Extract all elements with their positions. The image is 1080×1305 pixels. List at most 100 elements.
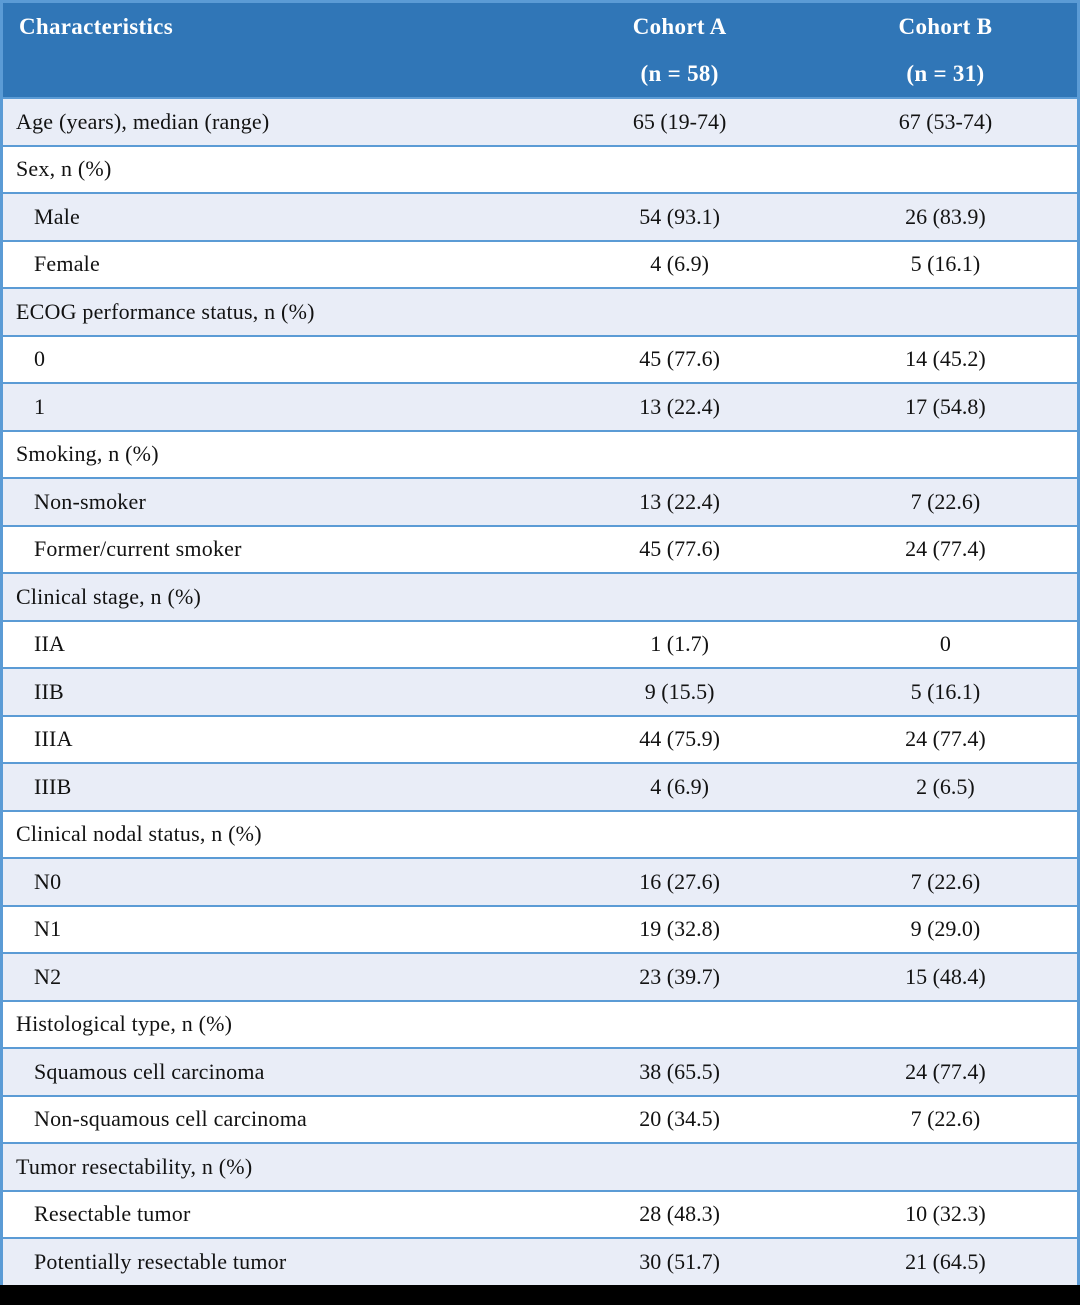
table-row: Age (years), median (range) 65 (19-74) 6… [3, 97, 1077, 145]
cohort-b-value [813, 1142, 1077, 1190]
table-row: IIB 9 (15.5) 5 (16.1) [3, 667, 1077, 715]
cohort-b-value [813, 287, 1077, 335]
row-label: Age (years), median (range) [3, 97, 546, 145]
cohort-a-value [545, 572, 814, 620]
row-label: Female [3, 239, 546, 287]
table-row: Non-squamous cell carcinoma 20 (34.5) 7 … [3, 1094, 1077, 1142]
cohort-b-value [813, 999, 1077, 1047]
header-cohort-a: Cohort A (n = 58) [545, 3, 814, 97]
cohort-a-value: 23 (39.7) [545, 952, 814, 1000]
cohort-b-count: (n = 31) [906, 60, 985, 86]
cohort-a-value: 4 (6.9) [545, 239, 814, 287]
cohort-a-value [545, 429, 814, 477]
table-row: N2 23 (39.7) 15 (48.4) [3, 952, 1077, 1000]
cohort-a-value: 9 (15.5) [545, 667, 814, 715]
row-label: Male [3, 192, 546, 240]
table-row-group: Sex, n (%) [3, 144, 1077, 192]
table-row: Former/current smoker 45 (77.6) 24 (77.4… [3, 524, 1077, 572]
cohort-b-value: 5 (16.1) [813, 239, 1077, 287]
row-label: IIIA [3, 714, 546, 762]
header-cohort-b: Cohort B (n = 31) [813, 3, 1077, 97]
bottom-black-bar [0, 1285, 1080, 1305]
row-label: Squamous cell carcinoma [3, 1047, 546, 1095]
row-label: 1 [3, 382, 546, 430]
cohort-a-value: 1 (1.7) [545, 619, 814, 667]
table-row-group: ECOG performance status, n (%) [3, 287, 1077, 335]
cohort-b-value [813, 572, 1077, 620]
cohort-a-value: 44 (75.9) [545, 714, 814, 762]
row-label: Clinical nodal status, n (%) [3, 809, 546, 857]
row-label: Smoking, n (%) [3, 429, 546, 477]
row-label: N0 [3, 857, 546, 905]
cohort-b-value: 14 (45.2) [813, 334, 1077, 382]
header-row: Characteristics Cohort A (n = 58) Cohort… [3, 3, 1077, 97]
row-label: Sex, n (%) [3, 144, 546, 192]
row-label: Clinical stage, n (%) [3, 572, 546, 620]
cohort-b-value: 9 (29.0) [813, 904, 1077, 952]
row-label: IIB [3, 667, 546, 715]
cohort-a-value: 54 (93.1) [545, 192, 814, 240]
table-row: Resectable tumor 28 (48.3) 10 (32.3) [3, 1189, 1077, 1237]
cohort-a-value: 16 (27.6) [545, 857, 814, 905]
table-row: Squamous cell carcinoma 38 (65.5) 24 (77… [3, 1047, 1077, 1095]
header-characteristics-label: Characteristics [19, 13, 173, 39]
table-row: 1 13 (22.4) 17 (54.8) [3, 382, 1077, 430]
cohort-a-value: 13 (22.4) [545, 382, 814, 430]
cohort-b-value: 7 (22.6) [813, 857, 1077, 905]
table-row: IIIA 44 (75.9) 24 (77.4) [3, 714, 1077, 762]
row-label: IIA [3, 619, 546, 667]
cohort-a-value [545, 287, 814, 335]
table-row-group: Smoking, n (%) [3, 429, 1077, 477]
cohort-a-value: 4 (6.9) [545, 762, 814, 810]
cohort-b-value [813, 144, 1077, 192]
row-label: Histological type, n (%) [3, 999, 546, 1047]
cohort-a-value: 20 (34.5) [545, 1094, 814, 1142]
cohort-b-value: 5 (16.1) [813, 667, 1077, 715]
table-row-group: Tumor resectability, n (%) [3, 1142, 1077, 1190]
table-row: IIA 1 (1.7) 0 [3, 619, 1077, 667]
cohort-a-value: 30 (51.7) [545, 1237, 814, 1285]
table-row: N0 16 (27.6) 7 (22.6) [3, 857, 1077, 905]
cohort-b-value: 24 (77.4) [813, 714, 1077, 762]
cohort-a-value: 19 (32.8) [545, 904, 814, 952]
row-label: Tumor resectability, n (%) [3, 1142, 546, 1190]
cohort-b-value: 26 (83.9) [813, 192, 1077, 240]
row-label: ECOG performance status, n (%) [3, 287, 546, 335]
table-row-group: Clinical stage, n (%) [3, 572, 1077, 620]
cohort-b-value: 7 (22.6) [813, 477, 1077, 525]
table-header: Characteristics Cohort A (n = 58) Cohort… [3, 3, 1077, 97]
table-row: 0 45 (77.6) 14 (45.2) [3, 334, 1077, 382]
table-row: N1 19 (32.8) 9 (29.0) [3, 904, 1077, 952]
cohort-b-value: 21 (64.5) [813, 1237, 1077, 1285]
cohort-b-value: 24 (77.4) [813, 1047, 1077, 1095]
cohort-b-value: 0 [813, 619, 1077, 667]
row-label: Potentially resectable tumor [3, 1237, 546, 1285]
row-label: Non-smoker [3, 477, 546, 525]
cohort-b-value: 7 (22.6) [813, 1094, 1077, 1142]
table-row-group: Histological type, n (%) [3, 999, 1077, 1047]
row-label: 0 [3, 334, 546, 382]
cohort-b-value [813, 429, 1077, 477]
cohort-a-value: 45 (77.6) [545, 524, 814, 572]
table-row: Male 54 (93.1) 26 (83.9) [3, 192, 1077, 240]
row-label: N2 [3, 952, 546, 1000]
table-row: Potentially resectable tumor 30 (51.7) 2… [3, 1237, 1077, 1285]
cohort-a-title: Cohort A [632, 13, 727, 39]
cohort-a-value [545, 809, 814, 857]
cohort-a-value [545, 144, 814, 192]
table-row: Female 4 (6.9) 5 (16.1) [3, 239, 1077, 287]
cohort-b-value: 15 (48.4) [813, 952, 1077, 1000]
cohort-a-value: 38 (65.5) [545, 1047, 814, 1095]
cohort-a-value [545, 999, 814, 1047]
header-characteristics-spacer [3, 50, 545, 97]
table-row: Non-smoker 13 (22.4) 7 (22.6) [3, 477, 1077, 525]
row-label: Non-squamous cell carcinoma [3, 1094, 546, 1142]
cohort-b-title: Cohort B [898, 13, 993, 39]
cohort-b-value: 10 (32.3) [813, 1189, 1077, 1237]
table-row: IIIB 4 (6.9) 2 (6.5) [3, 762, 1077, 810]
cohort-b-value: 67 (53-74) [813, 97, 1077, 145]
cohort-a-value [545, 1142, 814, 1190]
